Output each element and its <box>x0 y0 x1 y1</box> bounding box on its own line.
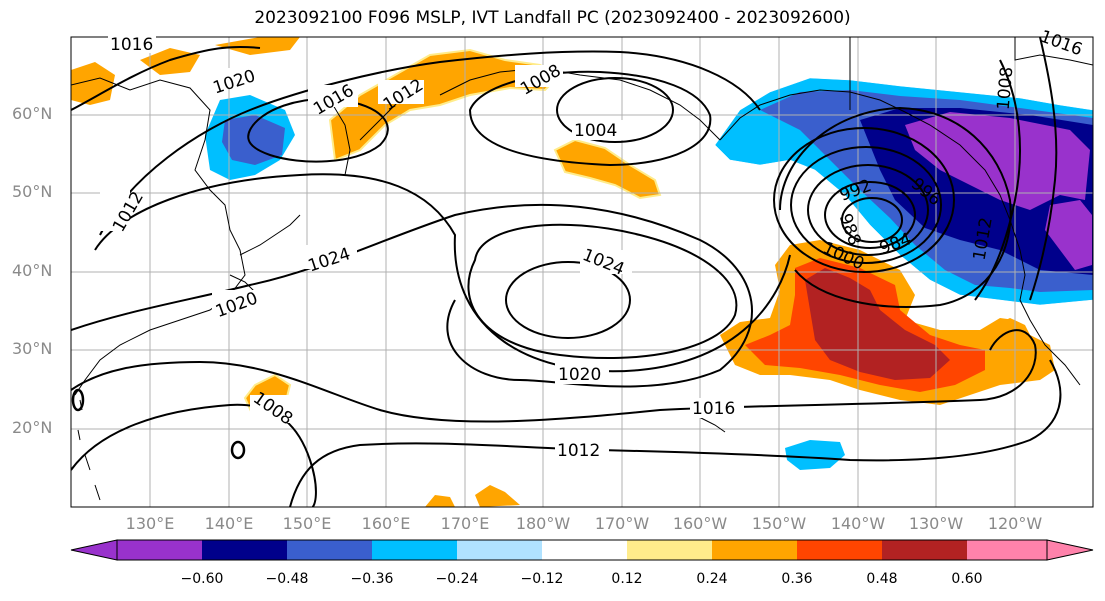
colorbar-swatch <box>287 540 372 560</box>
lon-label: 170°E <box>440 514 490 533</box>
colorbar-swatch <box>117 540 202 560</box>
lon-label: 130°E <box>125 514 175 533</box>
colorbar-extend-max <box>1046 539 1094 561</box>
lat-label: 50°N <box>12 182 53 201</box>
coastlines <box>71 37 1093 501</box>
lon-label: 140°E <box>204 514 254 533</box>
lon-label: 160°E <box>361 514 411 533</box>
colorbar-extend-min <box>70 539 118 561</box>
lon-label: 140°W <box>830 514 886 533</box>
small-islands <box>71 388 246 460</box>
colorbar-swatch <box>797 540 882 560</box>
colorbar-swatch <box>627 540 712 560</box>
lon-label: 150°W <box>751 514 807 533</box>
ivt-shading <box>71 37 1093 507</box>
lon-label: 160°W <box>672 514 728 533</box>
colorbar-swatch <box>457 540 542 560</box>
colorbar-tick-label: −0.48 <box>265 571 309 587</box>
colorbar-swatch <box>967 540 1047 560</box>
map-frame <box>70 36 1094 508</box>
colorbar-swatch <box>372 540 457 560</box>
lat-label: 20°N <box>12 418 53 437</box>
lon-label: 180°W <box>515 514 571 533</box>
colorbar-swatch <box>712 540 797 560</box>
colorbar <box>70 539 1094 561</box>
isobar-label: 1012 <box>557 441 600 461</box>
lat-label: 60°N <box>12 104 53 123</box>
colorbar-tick-label: −0.24 <box>435 571 479 587</box>
colorbar-tick-label: 0.24 <box>696 571 728 587</box>
lon-label: 130°W <box>908 514 964 533</box>
colorbar-tick-label: −0.12 <box>520 571 564 587</box>
isobar-label: 1016 <box>110 35 153 55</box>
colorbar-tick-label: 0.12 <box>611 571 643 587</box>
isobar-label: 1008 <box>994 66 1018 111</box>
colorbar-swatch <box>542 540 627 560</box>
lon-label: 170°W <box>594 514 650 533</box>
isobars <box>71 37 1062 507</box>
isobar-label: 1020 <box>558 365 601 385</box>
colorbar-tick-label: −0.36 <box>350 571 394 587</box>
colorbar-swatch <box>882 540 967 560</box>
colorbar-tick-label: −0.60 <box>180 571 224 587</box>
lat-label: 30°N <box>12 339 53 358</box>
colorbar-tick-label: 0.36 <box>781 571 813 587</box>
isobar-label: 1004 <box>574 121 617 141</box>
lon-label: 150°E <box>282 514 332 533</box>
isobar-label: 1016 <box>692 399 735 419</box>
lon-label: 120°W <box>987 514 1043 533</box>
map-title: 2023092100 F096 MSLP, IVT Landfall PC (2… <box>254 8 851 28</box>
colorbar-swatch <box>202 540 287 560</box>
lat-label: 40°N <box>12 261 53 280</box>
colorbar-tick-label: 0.60 <box>951 571 983 587</box>
colorbar-tick-label: 0.48 <box>866 571 898 587</box>
